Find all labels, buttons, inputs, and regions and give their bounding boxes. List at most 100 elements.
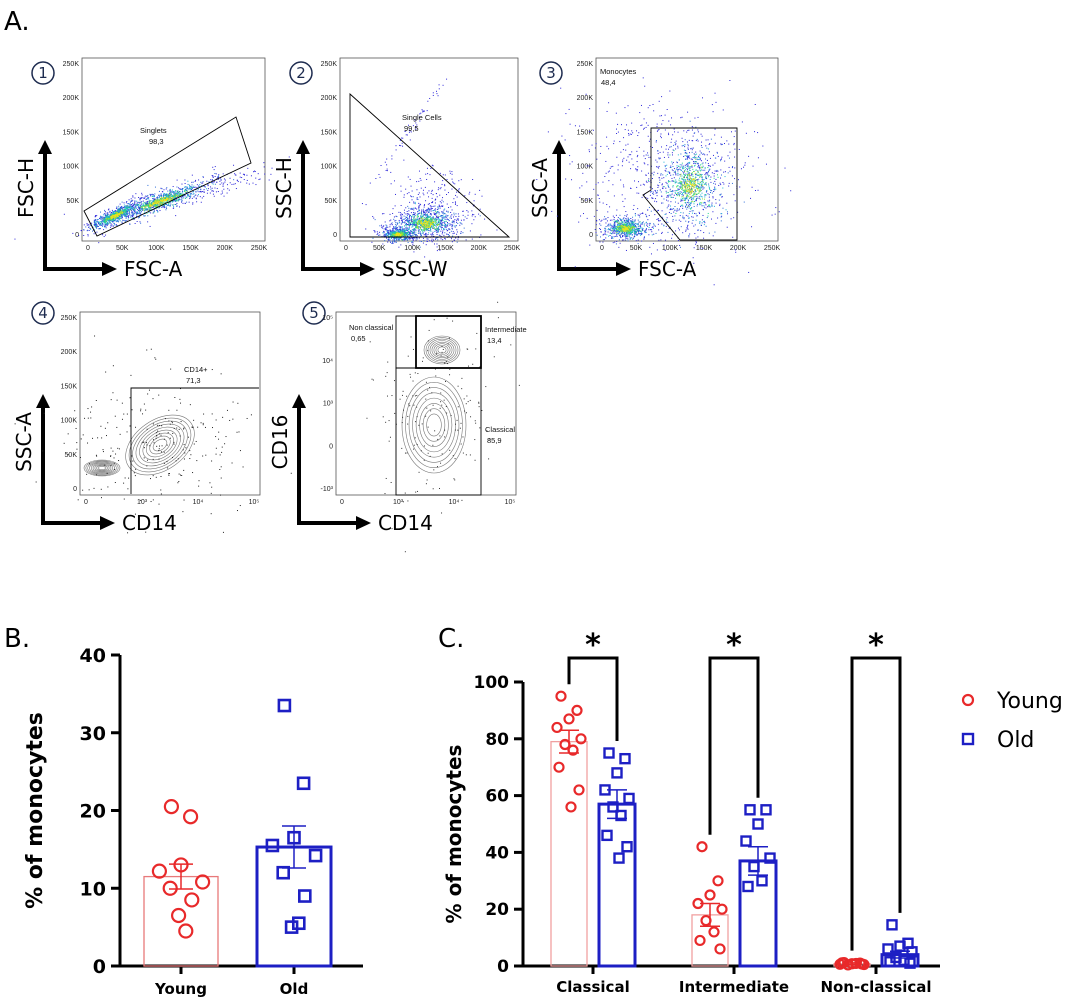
event-dot — [414, 229, 416, 231]
event-dot — [411, 220, 413, 222]
event-dot — [135, 207, 137, 209]
event-dot — [138, 213, 140, 215]
event-dot — [166, 208, 168, 210]
event-dot — [234, 183, 236, 185]
event-dot — [422, 215, 424, 217]
event-dot — [411, 225, 413, 227]
event-dot — [149, 194, 151, 196]
event-dot — [670, 174, 672, 176]
event-dot — [211, 175, 213, 177]
event-dot — [190, 194, 192, 196]
event-dot — [404, 221, 406, 223]
event-dot — [415, 122, 417, 124]
event-dot — [133, 207, 135, 209]
event-dot — [223, 178, 225, 180]
event-dot — [390, 171, 392, 173]
event-dot — [434, 181, 436, 183]
event-dot — [708, 170, 710, 172]
event-dot — [705, 176, 707, 178]
event-dot — [196, 201, 198, 203]
event-dot — [657, 150, 659, 152]
event-dot — [647, 152, 649, 154]
event-dot — [645, 174, 647, 176]
event-dot — [175, 205, 177, 207]
event-dot — [418, 226, 420, 228]
x-tick-label: 100K — [662, 245, 679, 252]
event-dot — [152, 202, 154, 204]
event-dot — [669, 166, 671, 168]
event-dot — [165, 197, 167, 199]
event-dot — [217, 177, 219, 179]
event-dot — [452, 228, 454, 230]
event-dot — [586, 181, 588, 183]
event-dot — [386, 233, 388, 235]
event-dot — [119, 209, 121, 211]
event-dot — [393, 241, 395, 243]
event-dot — [151, 202, 153, 204]
event-dot — [661, 115, 663, 117]
event-dot — [440, 202, 442, 204]
event-dot — [413, 220, 415, 222]
event-dot — [417, 217, 419, 219]
event-dot — [220, 193, 222, 195]
event-dot — [386, 168, 388, 170]
event-dot — [415, 221, 417, 223]
event-dot — [416, 197, 418, 199]
event-dot — [139, 206, 141, 208]
event-dot — [110, 219, 112, 221]
event-dot — [402, 228, 404, 230]
event-dot — [401, 213, 403, 215]
event-dot — [415, 220, 417, 222]
event-dot — [138, 211, 140, 213]
event-dot — [438, 212, 440, 214]
event-dot — [408, 237, 410, 239]
event-dot — [394, 234, 396, 236]
event-dot — [174, 196, 176, 198]
event-dot — [105, 234, 107, 236]
event-dot — [591, 144, 593, 146]
event-dot — [80, 229, 82, 231]
event-dot — [212, 183, 214, 185]
event-dot — [669, 209, 671, 211]
event-dot — [401, 235, 403, 237]
event-dot — [433, 222, 435, 224]
event-dot — [194, 194, 196, 196]
event-dot — [95, 218, 97, 220]
event-dot — [166, 187, 168, 189]
event-dot — [150, 212, 152, 214]
event-dot — [246, 174, 248, 176]
event-dot — [397, 229, 399, 231]
event-dot — [128, 214, 130, 216]
event-dot — [536, 179, 538, 181]
event-dot — [692, 135, 694, 137]
event-dot — [156, 209, 158, 211]
event-dot — [163, 199, 165, 201]
event-dot — [697, 155, 699, 157]
event-dot — [704, 202, 706, 204]
event-dot — [653, 110, 655, 112]
event-dot — [418, 221, 420, 223]
event-dot — [399, 234, 401, 236]
event-dot — [152, 200, 154, 202]
event-dot — [565, 178, 567, 180]
event-dot — [396, 232, 398, 234]
event-dot — [124, 209, 126, 211]
event-dot — [598, 198, 600, 200]
event-dot — [396, 232, 398, 234]
event-dot — [437, 219, 439, 221]
event-dot — [392, 241, 394, 243]
event-dot — [170, 192, 172, 194]
event-dot — [734, 249, 736, 251]
event-dot — [126, 209, 128, 211]
event-dot — [111, 215, 113, 217]
x-arrowhead — [102, 262, 117, 276]
event-dot — [122, 207, 124, 209]
event-dot — [155, 201, 157, 203]
event-dot — [568, 108, 570, 110]
event-dot — [206, 188, 208, 190]
event-dot — [104, 219, 106, 221]
event-dot — [424, 222, 426, 224]
event-dot — [409, 201, 411, 203]
event-dot — [433, 220, 435, 222]
event-dot — [401, 226, 403, 228]
